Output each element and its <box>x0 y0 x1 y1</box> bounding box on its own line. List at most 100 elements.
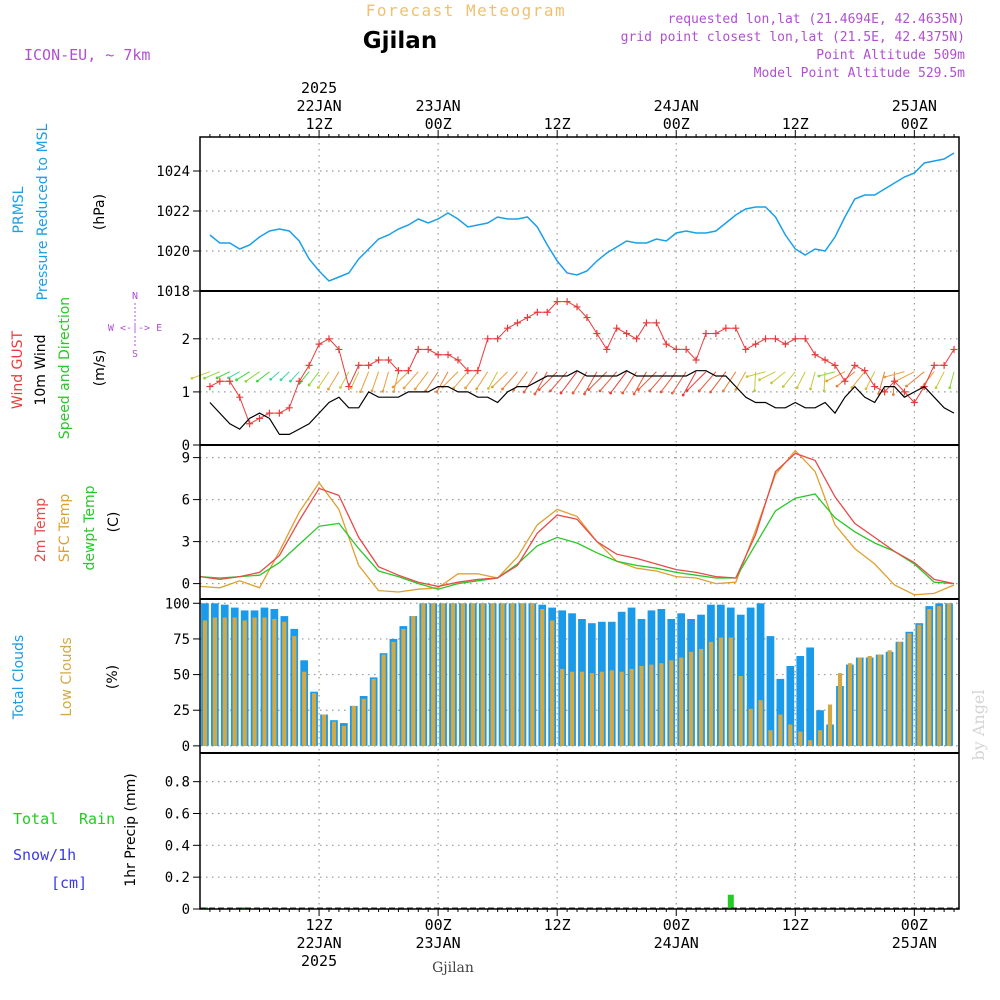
low-cloud-bar <box>460 603 465 746</box>
t2m-label: 2m Temp <box>33 498 49 562</box>
wind-arrow <box>465 371 479 389</box>
low-cloud-bar <box>917 624 922 746</box>
top-time-label: 12Z <box>306 115 333 133</box>
wind-arrow-head <box>486 387 490 390</box>
bottom-time-label: 25JAN <box>892 934 937 952</box>
wind-arrow <box>949 371 955 388</box>
wind-arrow <box>660 371 677 393</box>
gust-marker <box>424 345 432 353</box>
top-time-label: 00Z <box>425 115 452 133</box>
low-cloud-bar <box>500 603 505 746</box>
wind-arrow-head <box>905 384 908 388</box>
low-cloud-bar <box>570 671 575 746</box>
gust-marker <box>791 335 799 343</box>
total-cloud-bar <box>746 607 755 746</box>
gust-marker <box>325 335 333 343</box>
total-cloud-bar <box>786 666 795 746</box>
gust-marker <box>365 361 373 369</box>
wind-arrow <box>722 371 737 392</box>
top-time-label: 24JAN <box>654 97 699 115</box>
wind-arrow-head <box>685 389 689 392</box>
low-cloud-bar <box>520 603 525 746</box>
wind-arrow <box>236 371 250 381</box>
low-cloud-bar <box>609 670 614 746</box>
wind-arrow-head <box>413 387 417 391</box>
low-cloud-bar <box>768 730 773 746</box>
wind-arrow-head <box>533 392 537 396</box>
wind-arrow-head <box>583 392 586 396</box>
low-cloud-bar <box>847 663 852 746</box>
low-cloud-bar <box>331 721 337 746</box>
gust-marker <box>762 335 770 343</box>
wind-arrow <box>610 371 628 394</box>
low-cloud-bar <box>669 660 674 746</box>
wind-arrow-head <box>670 391 674 395</box>
wind-arrow-head <box>825 379 829 383</box>
wind-dir-label: Speed and Direction <box>57 297 73 439</box>
low-cloud-bar <box>302 671 307 746</box>
low-cloud-bar <box>550 620 555 746</box>
wind-arrow <box>599 371 618 392</box>
low-cloud-bar <box>629 668 634 746</box>
wind-arrow-head <box>835 384 839 388</box>
wind-arrow <box>935 371 945 388</box>
precip-ytick-label: 0.2 <box>165 870 190 886</box>
precip-ylabel: 1hr Precip (mm) <box>123 773 139 886</box>
wind-arrow <box>818 371 836 377</box>
wind-arrow-head <box>817 374 821 378</box>
gust-marker <box>256 414 264 422</box>
gust-marker <box>652 319 660 327</box>
wind-ytick-label: 2 <box>182 332 190 348</box>
low-cloud-bar <box>639 666 644 746</box>
clouds-unit: (%) <box>105 665 121 689</box>
wind-arrow-head <box>559 391 563 395</box>
clouds-panel: 0 25 50 75 100 <box>165 596 959 755</box>
gust-marker <box>236 393 244 401</box>
wind-arrow-head <box>435 390 439 394</box>
gust-marker <box>246 420 254 428</box>
dewpt-label: dewpt Temp <box>82 485 98 570</box>
wind-panel: 0 1 2 <box>182 291 959 454</box>
low-cloud-bar <box>778 714 783 746</box>
low-cloud-bar <box>649 664 654 746</box>
wind-arrow <box>878 371 886 394</box>
gust-marker <box>464 367 472 375</box>
wind-arrow-head <box>697 389 701 393</box>
wind-arrow-head <box>637 388 640 392</box>
low-cloud-bar <box>599 671 604 746</box>
precip-panel: 0 0.2 0.4 0.6 0.8 <box>165 753 959 918</box>
pressure-label: Pressure Reduced to MSL <box>35 123 51 300</box>
gust-marker <box>434 351 442 359</box>
wind-arrow <box>403 371 419 389</box>
gust-marker <box>375 356 383 364</box>
wind-arrow-head <box>475 387 479 391</box>
gust-marker <box>881 388 889 396</box>
wind10m-line <box>209 370 955 435</box>
wind-arrow-head <box>316 386 320 389</box>
pressure-ytick-label: 1020 <box>156 244 190 260</box>
clouds-ytick-label: 100 <box>165 596 190 612</box>
wind-arrow <box>350 371 360 389</box>
wind-arrow <box>453 371 469 389</box>
clouds-ytick-label: 50 <box>173 668 190 684</box>
low-cloud-bar <box>947 603 952 746</box>
wind-arrow <box>270 371 280 380</box>
wind-arrow-head <box>632 392 636 396</box>
gust-marker <box>702 329 710 337</box>
gust-marker <box>930 361 938 369</box>
gust-marker <box>206 383 214 391</box>
low-cloud-bar <box>262 617 267 746</box>
gust-marker <box>315 340 323 348</box>
total-label: Total <box>13 810 58 828</box>
location-title: Gjilan <box>363 28 437 54</box>
total-cloud-bar <box>766 636 775 746</box>
gust-marker <box>484 335 492 343</box>
wind-arrow <box>502 371 518 390</box>
gust-marker <box>414 345 422 353</box>
gust-marker <box>385 356 393 364</box>
pressure-unit: (hPa) <box>92 194 108 230</box>
total-cloud-bar <box>776 678 785 746</box>
gust-marker <box>950 345 958 353</box>
compass-we: W <-|-> E <box>108 323 162 334</box>
low-cloud-bar <box>857 657 862 746</box>
